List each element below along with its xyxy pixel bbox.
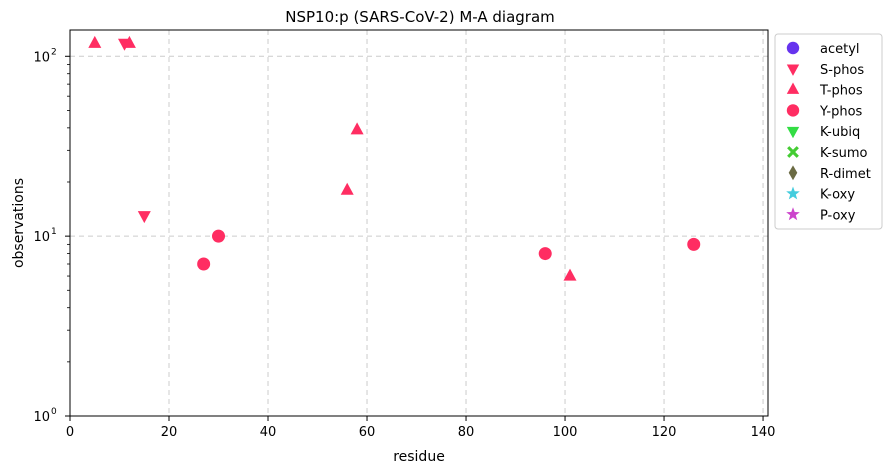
legend-label-t-phos: T-phos bbox=[819, 84, 863, 99]
legend-marker-k-oxy bbox=[786, 186, 800, 200]
legend-label-y-phos: Y-phos bbox=[819, 104, 863, 119]
data-point-t-phos bbox=[563, 268, 577, 281]
legend-label-acetyl: acetyl bbox=[820, 42, 860, 57]
data-point-t-phos bbox=[88, 35, 102, 48]
y-tick-exponent: 2 bbox=[51, 47, 57, 57]
x-tick-label: 0 bbox=[66, 425, 74, 440]
data-point-y-phos bbox=[197, 257, 211, 271]
plot-frame bbox=[69, 29, 769, 417]
legend-label-k-oxy: K-oxy bbox=[820, 188, 855, 203]
x-tick-label: 20 bbox=[161, 425, 178, 440]
legend-label-s-phos: S-phos bbox=[820, 63, 864, 78]
y-tick-exponent: 0 bbox=[51, 407, 57, 417]
x-tick-label: 140 bbox=[751, 425, 776, 440]
y-tick-label: 10 bbox=[33, 230, 50, 245]
legend-label-r-dimet: R-dimet bbox=[820, 167, 871, 182]
legend: acetyl S-phos T-phos Y-phos K-ubiq K-sumo R-di… bbox=[774, 33, 883, 230]
chart-title: NSP10:p (SARS-CoV-2) M-A diagram bbox=[285, 8, 555, 26]
x-axis-ticks: 0 20 40 60 80 100 120 140 bbox=[66, 416, 776, 440]
data-point-y-phos bbox=[687, 237, 701, 251]
data-point-y-phos bbox=[212, 229, 226, 243]
legend-marker-s-phos bbox=[786, 64, 800, 76]
legend-marker-r-dimet bbox=[788, 165, 798, 181]
grid bbox=[70, 30, 768, 416]
y-axis-label: observations bbox=[11, 178, 27, 268]
data-point-t-phos bbox=[122, 35, 136, 48]
legend-label-k-sumo: K-sumo bbox=[820, 146, 868, 161]
y-tick-label: 10 bbox=[33, 410, 50, 425]
legend-box bbox=[774, 33, 883, 230]
legend-marker-k-ubiq bbox=[786, 126, 800, 139]
legend-label-p-oxy: P-oxy bbox=[820, 208, 856, 223]
legend-label-k-ubiq: K-ubiq bbox=[820, 125, 860, 140]
x-tick-label: 60 bbox=[359, 425, 376, 440]
legend-marker-y-phos bbox=[786, 104, 800, 117]
legend-marker-acetyl bbox=[786, 41, 800, 55]
data-point-s-phos bbox=[137, 211, 151, 224]
data-point-t-phos bbox=[340, 182, 354, 195]
x-tick-label: 120 bbox=[652, 425, 677, 440]
data-point-t-phos bbox=[350, 122, 364, 135]
data-points bbox=[88, 35, 701, 281]
legend-marker-p-oxy bbox=[786, 207, 800, 221]
y-tick-label: 10 bbox=[33, 50, 50, 65]
y-tick-exponent: 1 bbox=[51, 227, 57, 237]
x-axis-label: residue bbox=[393, 449, 445, 465]
legend-marker-t-phos bbox=[786, 82, 800, 94]
x-tick-label: 80 bbox=[458, 425, 475, 440]
x-tick-label: 100 bbox=[553, 425, 578, 440]
data-point-y-phos bbox=[538, 247, 552, 261]
legend-marker-k-sumo bbox=[787, 146, 799, 158]
x-tick-label: 40 bbox=[260, 425, 277, 440]
